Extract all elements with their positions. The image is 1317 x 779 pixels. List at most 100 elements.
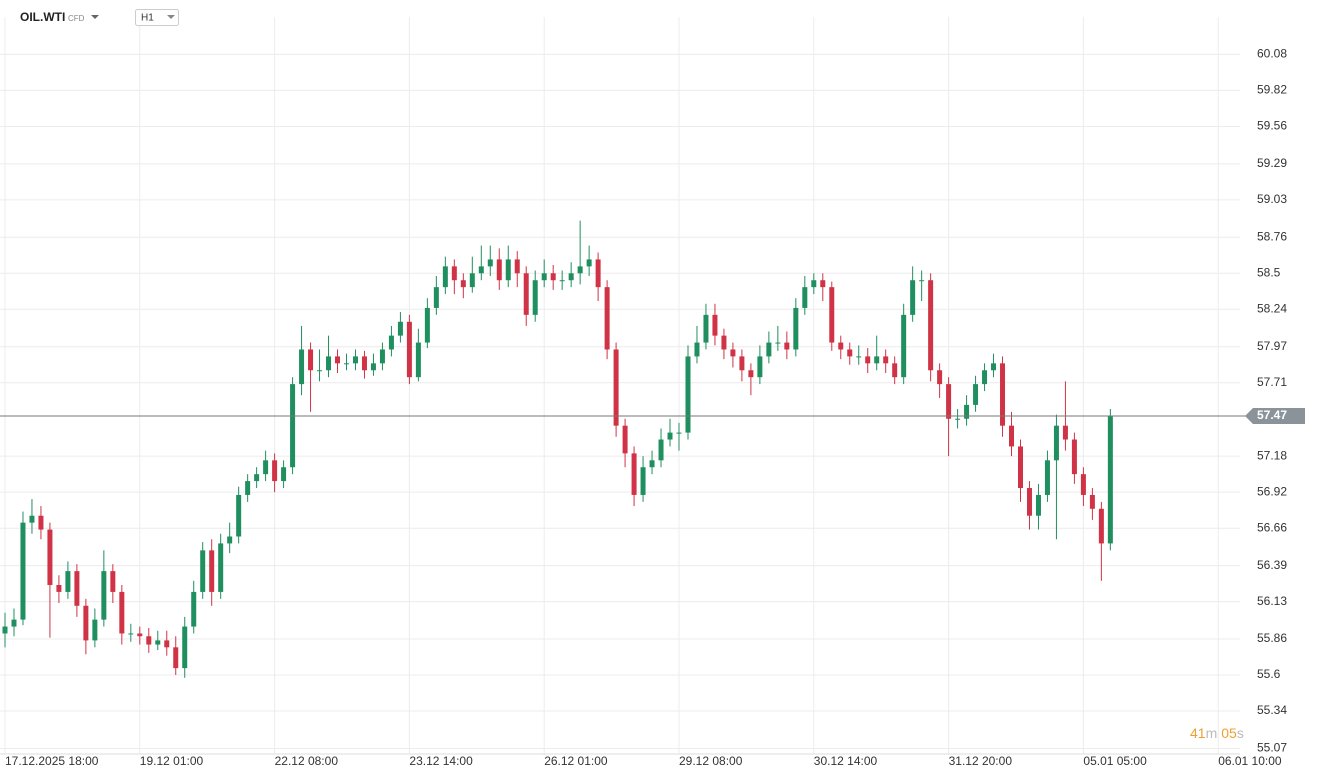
candle-body (964, 404, 970, 419)
candle-body (406, 321, 412, 378)
candle-body (290, 384, 296, 468)
y-tick-label: 55.86 (1257, 631, 1287, 645)
countdown: 41m 05s (1190, 725, 1244, 741)
candle-body (263, 460, 269, 475)
interval-dropdown (167, 15, 175, 19)
candle-body (146, 636, 152, 645)
y-tick-label: 58.24 (1257, 301, 1287, 315)
candle-body (991, 363, 997, 371)
candle-body (937, 370, 943, 385)
candle-body (254, 474, 260, 482)
candle-body (110, 571, 116, 592)
candle-body (352, 356, 358, 364)
candle-body (1044, 460, 1050, 495)
candle-body (245, 481, 251, 495)
candle-body (622, 425, 628, 454)
candle-body (11, 619, 17, 627)
candle-body (415, 342, 421, 378)
candle-body (299, 349, 305, 385)
candle-body (784, 342, 790, 350)
candle-body (209, 550, 215, 592)
candle-body (1062, 425, 1068, 440)
candle-body (317, 370, 323, 372)
y-tick-label: 60.08 (1257, 47, 1287, 61)
candle-body (47, 529, 53, 585)
candle-body (272, 460, 278, 482)
candle-body (856, 356, 862, 358)
candle-body (793, 307, 799, 350)
candle-body (83, 605, 89, 641)
candle-body (370, 363, 376, 371)
candle-body (1071, 439, 1077, 475)
candle-body (236, 494, 242, 537)
y-tick-label: 57.18 (1257, 448, 1287, 462)
candle-body (730, 349, 736, 357)
candle-body (343, 363, 349, 365)
y-tick-label: 59.29 (1257, 156, 1287, 170)
candle-body (820, 280, 826, 288)
grid (0, 17, 1240, 755)
y-tick-label: 56.66 (1257, 520, 1287, 534)
candle-body (92, 619, 98, 641)
candles (2, 220, 1113, 678)
candle-body (218, 543, 224, 592)
candle-body (559, 280, 565, 282)
y-tick-label: 59.56 (1257, 119, 1287, 133)
candle-body (460, 280, 466, 288)
candle-body (182, 626, 188, 669)
candle-body (155, 640, 161, 645)
candle-body (227, 536, 233, 544)
candle-body (20, 522, 26, 620)
timer-unit: m (1206, 725, 1218, 741)
candle-body (766, 342, 772, 357)
candle-body (847, 349, 853, 357)
candle-body (928, 280, 934, 371)
candle-body (478, 266, 484, 274)
symbol-kind: CFD (68, 14, 85, 23)
symbol-dropdown[interactable] (91, 15, 99, 19)
last-price-tag (1245, 407, 1305, 424)
candle-body (1035, 494, 1041, 516)
candle-body (128, 633, 134, 635)
candle-body (326, 356, 332, 371)
candle-body (919, 280, 925, 282)
candle-body (865, 356, 871, 364)
candle-body (38, 515, 44, 530)
candle-body (739, 356, 745, 371)
candle-body (65, 571, 71, 592)
x-tick-label: 22.12 08:00 (275, 754, 339, 768)
interval-box[interactable] (135, 9, 179, 26)
candle-body (982, 370, 988, 385)
candle-body (1098, 508, 1104, 544)
candle-body (361, 356, 367, 371)
candle-body (721, 335, 727, 350)
candle-body (442, 266, 448, 288)
candle-body (335, 356, 341, 364)
labels: 60.08 59.82 59.56 59.29 59.03 58.76 58.5 58.24 5… (0, 47, 1305, 768)
y-tick-label: 57.97 (1257, 339, 1287, 353)
candle-body (191, 591, 197, 627)
candle-body (308, 349, 314, 371)
y-tick-label: 55.6 (1257, 667, 1281, 681)
candle-body (910, 280, 916, 315)
candle-body (281, 467, 287, 482)
candle-body (424, 307, 430, 343)
candle-body (164, 640, 170, 648)
x-tick-label: 19.12 01:00 (140, 754, 204, 768)
timer-minutes: 41 (1190, 725, 1206, 741)
candle-body (1089, 494, 1095, 509)
candle-body (649, 460, 655, 468)
symbol[interactable]: OIL.WTI (20, 10, 65, 24)
timer-seconds: 05 (1221, 725, 1237, 741)
candle-body (667, 432, 673, 440)
x-tick-label: 30.12 14:00 (814, 754, 878, 768)
y-tick-label: 56.39 (1257, 558, 1287, 572)
candle-body (101, 571, 107, 620)
y-tick-label: 58.5 (1257, 265, 1281, 279)
candle-body (901, 314, 907, 378)
candle-body (1000, 363, 1006, 426)
candle-body (451, 266, 457, 281)
